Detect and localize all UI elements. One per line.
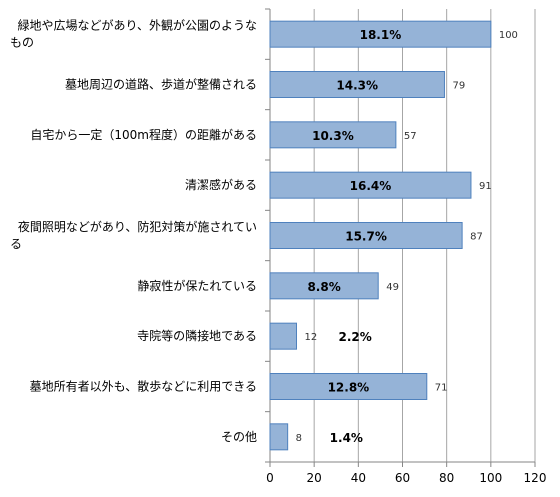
category-label-5-line-0: 静寂性が保たれている: [137, 278, 257, 293]
category-label-0-line-1: もの: [10, 36, 34, 50]
bar-6: [269, 322, 297, 350]
bar-3: [269, 171, 472, 199]
percent-label-1: 14.3%: [336, 79, 378, 93]
x-tick-label-6: 120: [524, 471, 547, 485]
percent-label-3: 16.4%: [350, 179, 392, 193]
bar-0: [269, 20, 492, 48]
count-label-3: 91: [479, 181, 492, 192]
category-label-6-line-0: 寺院等の隣接地である: [137, 328, 257, 343]
category-label-0-line-0: 緑地や広場などがあり、外観が公園のような: [17, 18, 257, 33]
category-label-4-line-1: る: [10, 237, 22, 251]
bar-2: [269, 121, 397, 149]
bar-8: [269, 423, 289, 451]
count-label-8: 8: [296, 433, 302, 444]
category-label-8-line-0: その他: [221, 430, 257, 444]
x-tick-label-4: 80: [439, 471, 454, 485]
count-label-1: 79: [452, 81, 465, 92]
category-label-3-line-0: 清潔感がある: [185, 177, 257, 192]
x-tick-label-0: 0: [266, 471, 274, 485]
category-label-4-line-0: 夜間照明などがあり、防犯対策が施されてい: [18, 219, 257, 234]
bar-4: [269, 222, 463, 249]
percent-label-7: 12.8%: [328, 381, 370, 395]
count-label-0: 100: [499, 30, 518, 41]
x-tick-label-5: 100: [479, 471, 502, 485]
percent-label-5: 8.8%: [307, 280, 340, 294]
category-label-2-line-0: 自宅から一定（100m程度）の距離がある: [30, 127, 257, 142]
bar-5: [269, 272, 379, 300]
x-tick-label-1: 20: [307, 471, 322, 485]
x-tick-label-3: 60: [395, 471, 410, 485]
category-label-1-line-0: 墓地周辺の道路、歩道が整備される: [65, 77, 257, 92]
bar-7: [269, 373, 428, 400]
count-label-2: 57: [404, 131, 417, 142]
percent-label-0: 18.1%: [360, 28, 402, 42]
percent-label-2: 10.3%: [312, 129, 354, 143]
bar-1: [269, 71, 445, 98]
count-label-6: 12: [305, 332, 318, 343]
count-label-4: 87: [470, 232, 483, 243]
category-label-7-line-0: 墓地所有者以外も、散歩などに利用できる: [30, 379, 257, 394]
x-tick-label-2: 40: [351, 471, 366, 485]
percent-label-4: 15.7%: [345, 230, 387, 244]
count-label-5: 49: [386, 282, 399, 293]
percent-label-6: 2.2%: [339, 330, 372, 344]
percent-label-8: 1.4%: [330, 431, 363, 445]
count-label-7: 71: [435, 383, 448, 394]
